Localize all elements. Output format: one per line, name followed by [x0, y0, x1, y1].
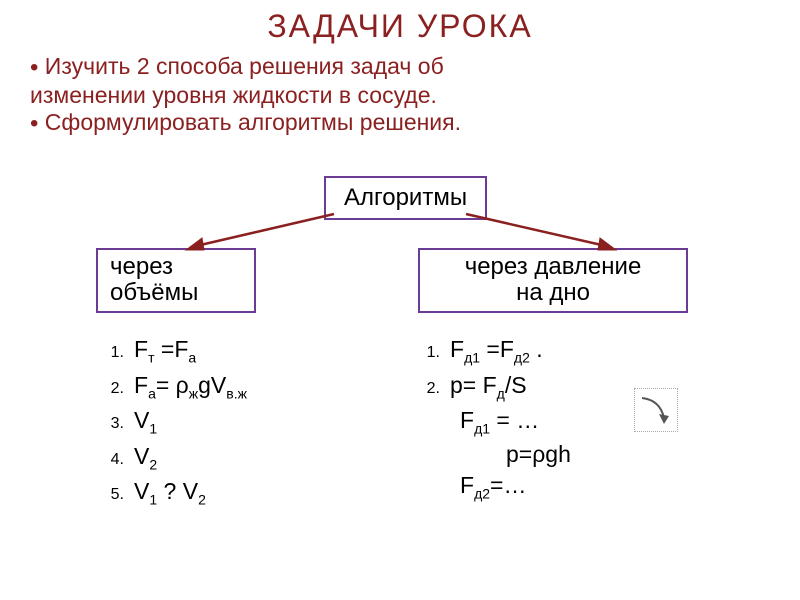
right-formula-list: 1. Fд1 =Fд2 . 2. p= Fд/S Fд1 = … p=ρgh F…	[416, 336, 571, 505]
small-curved-arrow-icon	[638, 394, 678, 430]
obj1-text-a: Изучить 2 способа решения задач об	[45, 53, 444, 79]
formula-text: V1 ? V2	[134, 478, 206, 508]
objectives-block: • Изучить 2 способа решения задач об изм…	[0, 45, 800, 142]
left-formula-5: 5. V1 ? V2	[100, 478, 247, 508]
obj3-text: Сформулировать алгоритмы решения.	[45, 109, 461, 135]
bullet-icon: •	[30, 54, 38, 81]
list-number: 2.	[416, 380, 450, 398]
formula-text: p=ρgh	[506, 441, 571, 467]
formula-text: V1	[134, 407, 157, 437]
objective-line-2: изменении уровня жидкости в сосуде.	[30, 82, 770, 109]
formula-text: V2	[134, 443, 157, 473]
formula-text: Fд1 = …	[460, 407, 539, 433]
objective-line-3: • Сформулировать алгоритмы решения.	[30, 109, 770, 138]
formula-text: p= Fд/S	[450, 372, 527, 402]
box-volumes-l1: через	[110, 253, 173, 280]
box-pressure: через давление на дно	[418, 248, 688, 313]
list-number: 5.	[100, 486, 134, 504]
box-pressure-l1: через давление	[465, 253, 642, 280]
right-formula-4: p=ρgh	[416, 441, 571, 468]
bullet-icon: •	[30, 110, 38, 137]
right-formula-2: 2. p= Fд/S	[416, 372, 571, 402]
objective-line-1: • Изучить 2 способа решения задач об	[30, 53, 770, 82]
left-formula-1: 1. Fт =Fа	[100, 336, 247, 366]
formula-text: Fт =Fа	[134, 336, 196, 366]
list-number: 1.	[100, 344, 134, 362]
list-number: 2.	[100, 380, 134, 398]
right-formula-3: Fд1 = …	[416, 407, 571, 437]
formula-text: Fд1 =Fд2 .	[450, 336, 543, 366]
box-pressure-l2: на дно	[516, 279, 590, 306]
list-number: 4.	[100, 451, 134, 469]
list-number: 1.	[416, 344, 450, 362]
formula-text: Fд2=…	[460, 472, 526, 498]
left-formula-2: 2. Fа= ρжgVв.ж	[100, 372, 247, 402]
arrow-right-icon	[460, 210, 620, 254]
right-formula-1: 1. Fд1 =Fд2 .	[416, 336, 571, 366]
arrow-left-icon	[184, 210, 344, 254]
slide-title: ЗАДАЧИ УРОКА	[0, 0, 800, 45]
list-number: 3.	[100, 415, 134, 433]
box-volumes-l2: объёмы	[110, 279, 198, 306]
box-volumes: через объёмы	[96, 248, 256, 313]
left-formula-4: 4. V2	[100, 443, 247, 473]
left-formula-list: 1. Fт =Fа 2. Fа= ρжgVв.ж 3. V1 4. V2 5. …	[100, 336, 247, 514]
formula-text: Fа= ρжgVв.ж	[134, 372, 247, 402]
left-formula-3: 3. V1	[100, 407, 247, 437]
right-formula-5: Fд2=…	[416, 472, 571, 502]
